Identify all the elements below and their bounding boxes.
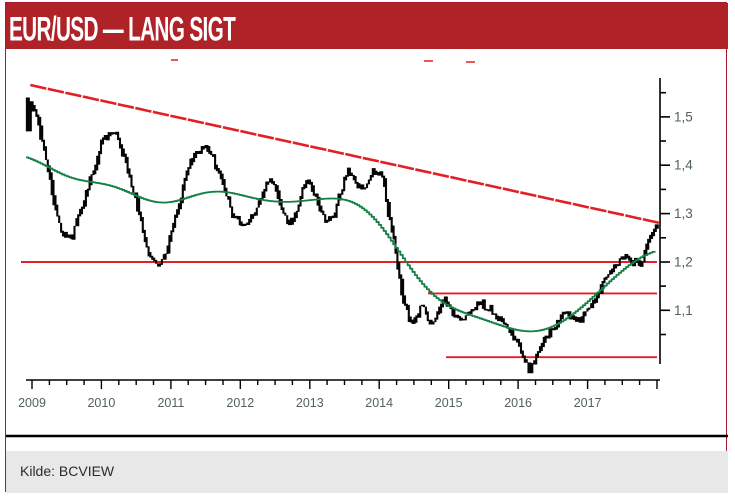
svg-text:1,2: 1,2 <box>674 255 693 270</box>
svg-text:1,1: 1,1 <box>674 303 693 318</box>
svg-text:1,3: 1,3 <box>674 206 693 221</box>
svg-text:2012: 2012 <box>226 396 254 410</box>
svg-text:2017: 2017 <box>574 396 602 410</box>
svg-text:2009: 2009 <box>18 396 46 410</box>
svg-text:1,5: 1,5 <box>674 109 693 124</box>
svg-text:2014: 2014 <box>365 396 393 410</box>
svg-text:2015: 2015 <box>435 396 463 410</box>
svg-text:2013: 2013 <box>296 396 324 410</box>
svg-text:1,4: 1,4 <box>674 158 693 173</box>
svg-text:2016: 2016 <box>504 396 532 410</box>
svg-text:2010: 2010 <box>87 396 115 410</box>
svg-text:2011: 2011 <box>157 396 184 410</box>
